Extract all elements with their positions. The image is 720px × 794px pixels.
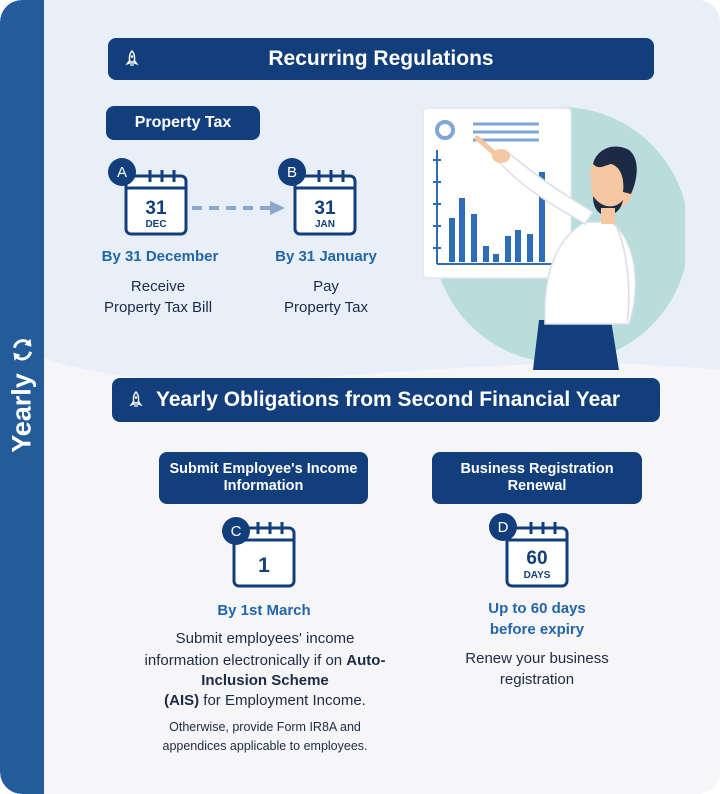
employee-income-pill: Submit Employee's Income Information <box>159 452 368 504</box>
desc-d-line1: Renew your business <box>465 650 609 667</box>
note-c-line2: appendices applicable to employees. <box>162 739 368 753</box>
deadline-a: By 31 December <box>101 248 219 265</box>
note-c-line1: Otherwise, provide Form IR8A and <box>169 720 361 734</box>
pill-line2: Renewal <box>507 478 567 494</box>
arrow-right-icon <box>192 201 285 215</box>
calendar-d: 60 DAYS <box>505 520 569 588</box>
pill-line1: Submit Employee's Income <box>169 461 358 478</box>
desc-c-line1: Submit employees' income <box>175 630 355 647</box>
desc-a-line2: Property Tax Bill <box>103 299 213 316</box>
badge-d: D <box>489 513 517 541</box>
deadline-d-line1: Up to 60 days <box>488 600 586 617</box>
calendar-a: 31 DEC <box>124 168 188 236</box>
side-label: Yearly <box>7 337 38 453</box>
calendar-month: DEC <box>145 219 167 230</box>
calendar-day: 1 <box>258 554 270 577</box>
property-tax-pill: Property Tax <box>106 106 260 140</box>
pill-line1: Business Registration <box>460 461 614 478</box>
rocket-icon <box>129 391 143 407</box>
calendar-day: 31 <box>314 198 336 219</box>
calendar-icon <box>505 522 569 588</box>
calendar-icon <box>124 170 188 236</box>
desc-c-line4-text: for Employment Income. <box>199 692 366 709</box>
deadline-c: By 1st March <box>217 602 311 619</box>
deadline-b: By 31 January <box>275 248 377 265</box>
calendar-icon <box>232 522 296 588</box>
calendar-day: 31 <box>145 198 167 219</box>
calendar-month: DAYS <box>523 570 551 581</box>
desc-c-line2: information electronically if on Auto- <box>100 650 430 671</box>
calendar-day: 60 <box>526 548 548 569</box>
pill-line2: Information <box>223 478 304 494</box>
chart-board-illustration <box>422 107 685 370</box>
desc-b-line1: Pay <box>313 278 339 295</box>
calendar-c: 1 <box>232 520 296 588</box>
business-registration-pill: Business Registration Renewal <box>432 452 642 504</box>
calendar-month: JAN <box>314 219 335 230</box>
desc-a-line1: Receive <box>130 278 186 295</box>
recurring-regulations-banner: Recurring Regulations <box>108 38 654 80</box>
refresh-icon <box>12 339 32 362</box>
banner-title: Yearly Obligations from Second Financial… <box>156 388 621 411</box>
calendar-icon <box>293 170 357 236</box>
side-label-text: Yearly <box>6 373 37 453</box>
badge-c: C <box>222 517 250 545</box>
rocket-icon <box>125 50 139 66</box>
desc-c-line4-bold: (AIS) <box>164 692 200 709</box>
badge-a: A <box>108 158 136 186</box>
desc-c-line2-text: information electronically if on <box>144 652 347 669</box>
desc-c-line2-bold: Auto- <box>346 652 386 669</box>
desc-b-line2: Property Tax <box>284 299 368 316</box>
desc-d-line2: registration <box>499 671 575 688</box>
yearly-obligations-banner: Yearly Obligations from Second Financial… <box>112 378 660 422</box>
desc-c-line3: Inclusion Scheme <box>201 672 329 689</box>
banner-title: Recurring Regulations <box>268 47 494 70</box>
desc-c-line4: (AIS) for Employment Income. <box>100 690 430 711</box>
side-rail: Yearly <box>0 0 44 794</box>
badge-b: B <box>278 158 306 186</box>
property-tax-label: Property Tax <box>134 113 232 131</box>
deadline-d-line2: before expiry <box>489 621 585 638</box>
calendar-b: 31 JAN <box>293 168 357 236</box>
